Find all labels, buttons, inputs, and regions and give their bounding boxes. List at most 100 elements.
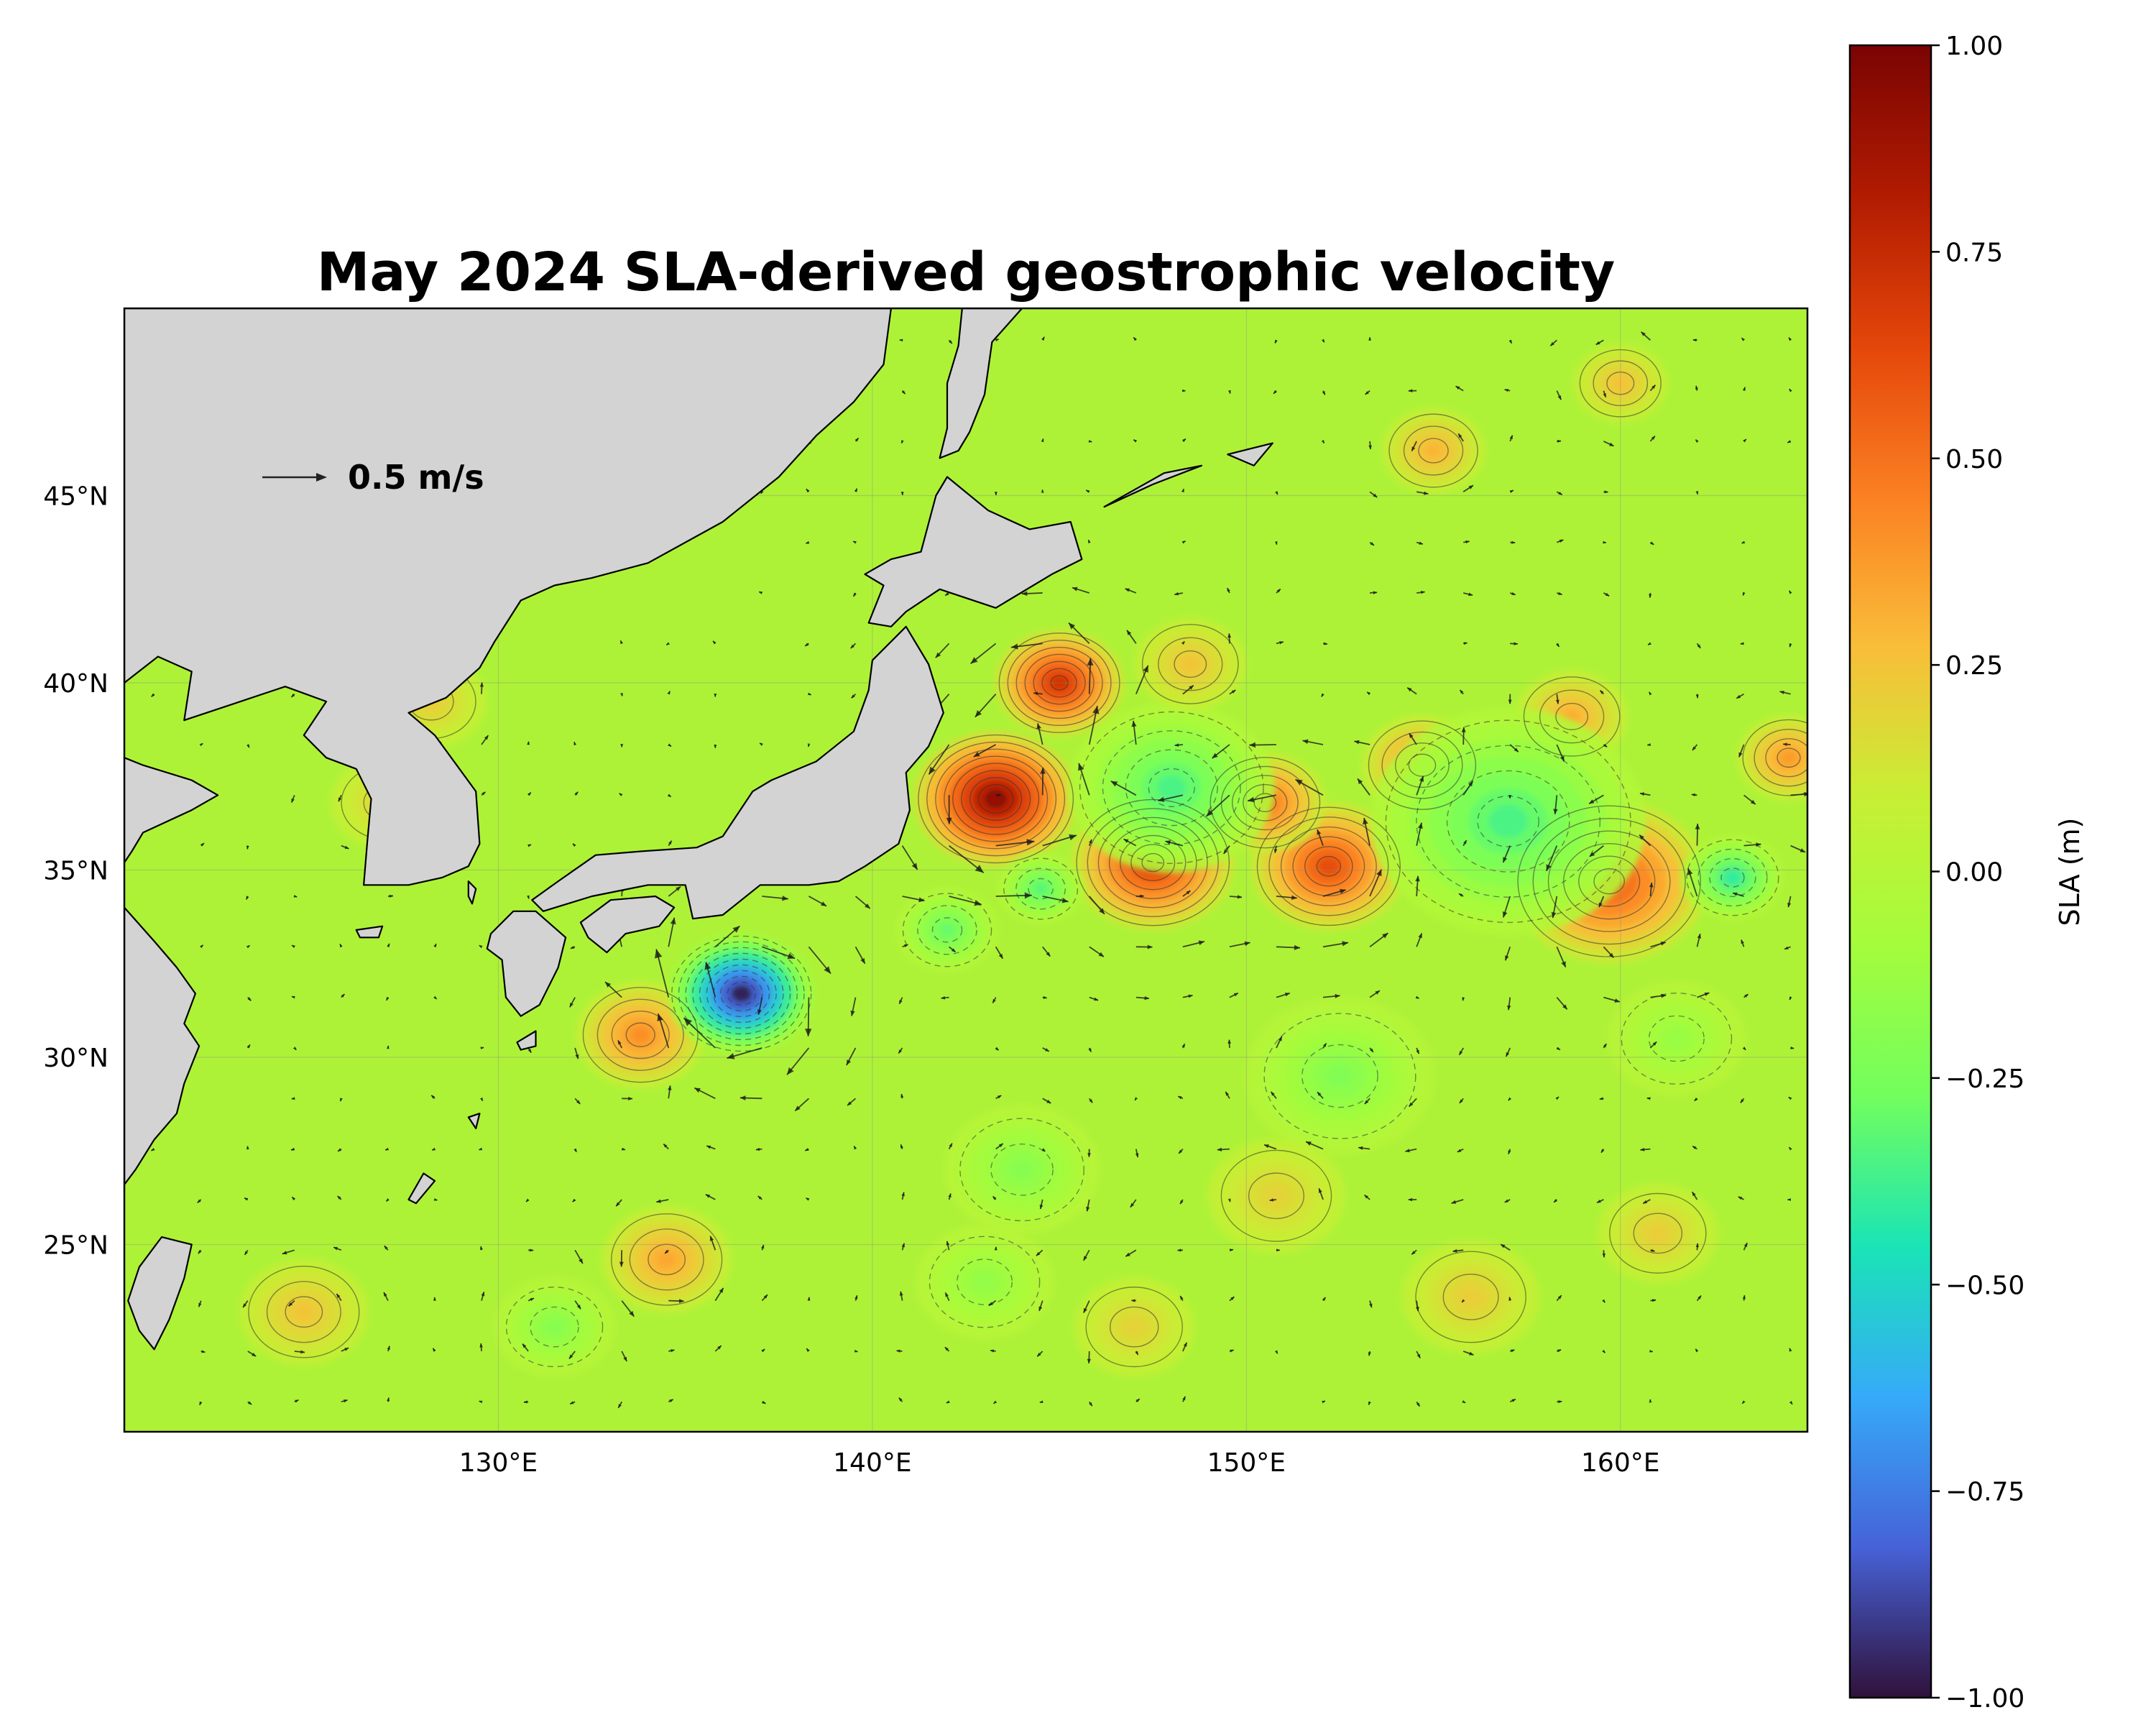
velocity-vector [150, 1147, 155, 1151]
velocity-vector [617, 1039, 622, 1049]
colorbar-tick-label: 0.50 [1945, 445, 2003, 474]
eddy [494, 1276, 615, 1377]
y-axis-ticks: 45°N 40°N 35°N 30°N 25°N [43, 482, 109, 1261]
colorbar-tick-label: 0.00 [1945, 858, 2003, 888]
velocity-vector [1318, 1188, 1324, 1200]
sla-contour [1593, 360, 1649, 406]
sla-contour [1210, 757, 1321, 849]
velocity-vector [1783, 742, 1791, 746]
velocity-vector [668, 1399, 674, 1403]
velocity-vector [1274, 541, 1278, 545]
velocity-vector [1650, 1299, 1657, 1302]
landmass-kuril-2 [1227, 442, 1273, 466]
sla-contour [1765, 738, 1807, 778]
velocity-vector [569, 997, 576, 1008]
velocity-vector [1276, 992, 1291, 998]
velocity-vector [1411, 1249, 1417, 1256]
sla-contour [959, 1118, 1084, 1222]
sla-contour [1141, 624, 1239, 704]
landmass-honshu [531, 625, 944, 920]
velocity-vector [1787, 440, 1792, 443]
velocity-vector [740, 1095, 763, 1101]
velocity-vector [949, 946, 957, 953]
velocity-vector [944, 1292, 950, 1302]
velocity-vector [1182, 684, 1194, 695]
velocity-vector [899, 339, 903, 342]
landmass-asia-mainland [124, 308, 892, 886]
velocity-vector [901, 1192, 905, 1200]
y-tick-label: 30°N [43, 1044, 109, 1073]
velocity-vector [150, 693, 155, 698]
velocity-vector [1649, 541, 1654, 546]
sla-contour [1381, 731, 1463, 799]
sla-contour [1606, 371, 1635, 395]
velocity-vector [1742, 592, 1746, 596]
y-tick-label: 25°N [43, 1231, 109, 1261]
velocity-vector [1411, 441, 1417, 452]
sla-contour [1408, 753, 1437, 777]
velocity-vector [1270, 1091, 1277, 1099]
sla-contour [1517, 805, 1701, 957]
velocity-vector [198, 1300, 202, 1307]
velocity-vector [336, 1293, 342, 1302]
velocity-vector [480, 1046, 484, 1050]
quiver-key: 0.5 m/s [262, 458, 484, 497]
velocity-vector [528, 1297, 535, 1302]
velocity-vector [1603, 390, 1607, 398]
velocity-vector [294, 1350, 305, 1354]
sla-contour [1302, 1044, 1378, 1108]
velocity-vector [1083, 1300, 1090, 1314]
eddy [913, 731, 1078, 867]
velocity-vector [1742, 387, 1746, 391]
velocity-vector [621, 1300, 635, 1317]
velocity-vector [948, 339, 953, 344]
velocity-vector [197, 1199, 202, 1204]
velocity-vector [294, 1399, 299, 1403]
y-tick-label: 45°N [43, 482, 109, 512]
velocity-vector [619, 640, 624, 645]
velocity-vector [1509, 1398, 1516, 1403]
eddy [916, 1225, 1054, 1339]
velocity-vector [1556, 1349, 1562, 1353]
velocity-vector [1416, 933, 1423, 947]
velocity-vector [1039, 1400, 1044, 1404]
colorbar-tick-label: −0.50 [1945, 1271, 2024, 1300]
velocity-vector [1600, 1149, 1605, 1154]
velocity-vector [1790, 845, 1806, 853]
sla-contour [678, 941, 805, 1046]
velocity-vector [1647, 742, 1651, 746]
velocity-vector [1263, 1144, 1277, 1150]
velocity-vector [479, 1147, 483, 1151]
velocity-vector [1736, 693, 1744, 699]
velocity-vector [1551, 896, 1558, 919]
velocity-vector [714, 1287, 724, 1302]
velocity-vector [941, 995, 949, 1000]
sla-contour [727, 981, 756, 1006]
sla-contour [1403, 426, 1464, 476]
velocity-vector [1089, 1098, 1093, 1103]
landmass-amami [467, 1113, 481, 1130]
velocity-vector [1416, 1401, 1421, 1407]
sla-contour [1108, 826, 1197, 899]
velocity-vector [1556, 539, 1564, 543]
velocity-vector [854, 1349, 858, 1353]
sla-contour [1130, 844, 1176, 881]
eddy [1401, 1240, 1540, 1354]
velocity-vector [1363, 1194, 1370, 1200]
velocity-vector [1178, 1149, 1184, 1154]
velocity-vector [1462, 840, 1468, 847]
velocity-vector [282, 1249, 295, 1255]
velocity-vector [1368, 1401, 1371, 1405]
velocity-vector [1322, 1400, 1326, 1404]
velocity-vector [1639, 792, 1651, 796]
sla-contour [1388, 413, 1478, 488]
sla-contour [1087, 808, 1219, 917]
velocity-vector [1368, 1351, 1371, 1356]
velocity-vector [1276, 1248, 1280, 1252]
velocity-vector [1041, 438, 1044, 443]
velocity-vector [1741, 337, 1746, 341]
velocity-vector [1504, 388, 1511, 392]
velocity-vector [1416, 541, 1424, 545]
velocity-vector [1322, 642, 1328, 645]
velocity-vector [898, 1397, 903, 1402]
